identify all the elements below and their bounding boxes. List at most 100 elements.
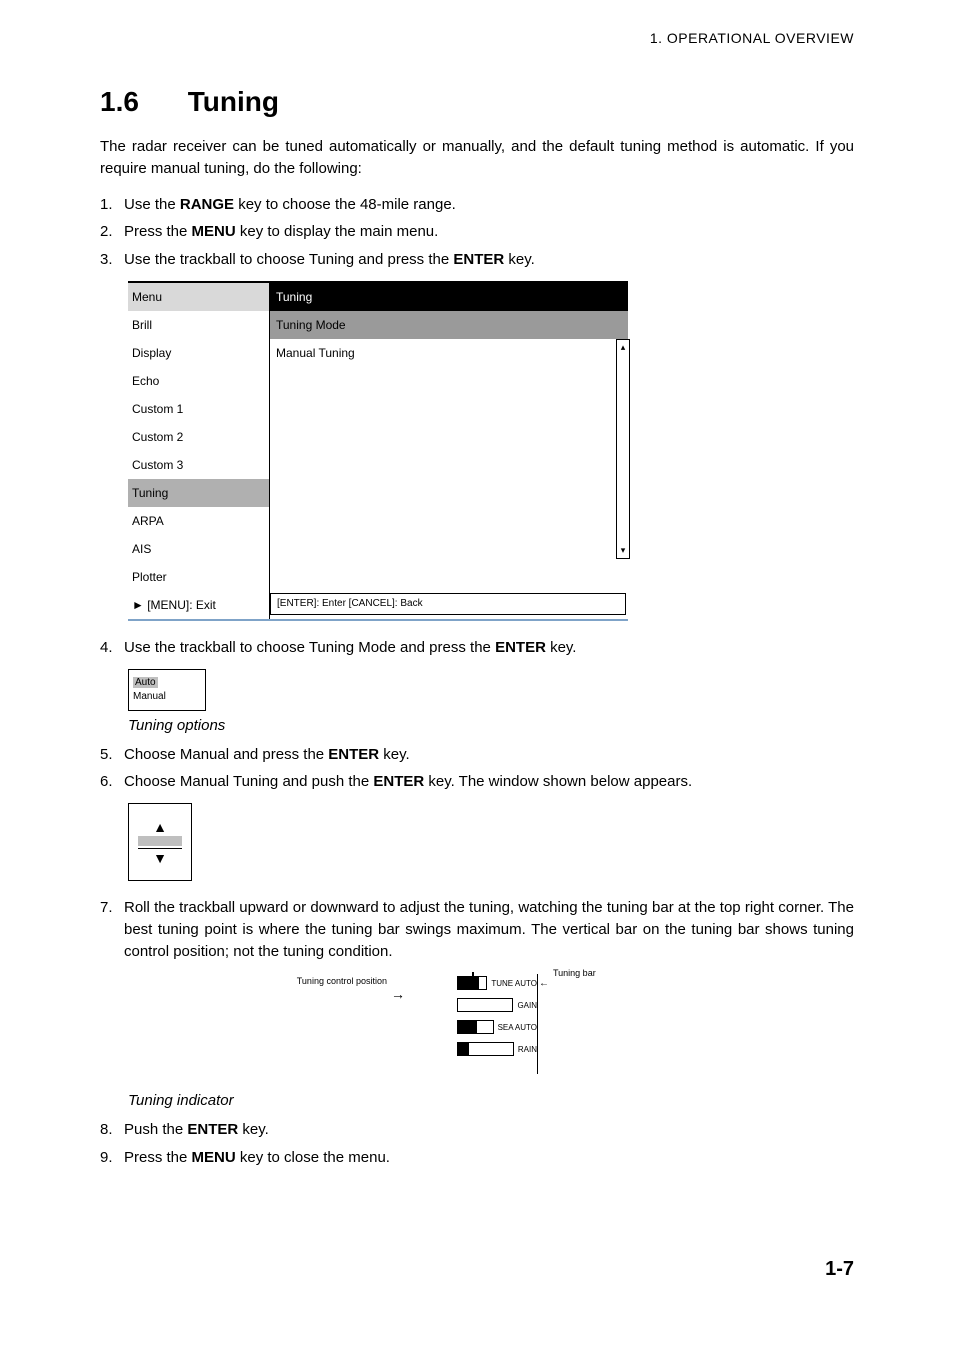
ti-bar-row: RAIN xyxy=(457,1040,537,1058)
menu-exit-label: ► [MENU]: Exit xyxy=(132,598,216,612)
menu-figure: Menu Tuning BrillTuning ModeDisplayManua… xyxy=(128,281,628,621)
ti-bar-label: TUNE AUTO xyxy=(491,979,537,988)
menu-left-cell: Plotter xyxy=(128,563,270,591)
step-text-pre: Use the trackball to choose Tuning Mode … xyxy=(124,639,495,656)
page-number: 1-7 xyxy=(825,1258,854,1281)
step-text-post: key. xyxy=(379,746,410,763)
section-number: 1.6 xyxy=(100,86,180,118)
step-4: 4. Use the trackball to choose Tuning Mo… xyxy=(100,637,854,659)
step-text-post: key. xyxy=(238,1121,269,1138)
step-text: Use the trackball to choose Tuning Mode … xyxy=(124,637,854,659)
page: 1. OPERATIONAL OVERVIEW 1.6 Tuning The r… xyxy=(0,0,954,1351)
tuning-indicator-figure: Tuning control position → TUNE AUTOGAINS… xyxy=(317,974,637,1084)
menu-header-left: Menu xyxy=(128,283,270,311)
menu-row: ARPA xyxy=(128,507,628,535)
running-header: 1. OPERATIONAL OVERVIEW xyxy=(100,30,854,46)
ti-right-label: Tuning bar xyxy=(553,968,653,979)
step-number: 8. xyxy=(100,1119,124,1141)
option-auto: Auto xyxy=(133,677,158,688)
ti-bar-label: SEA AUTO xyxy=(498,1023,537,1032)
ti-bar-label: GAIN xyxy=(517,1001,537,1010)
step-2: 2. Press the MENU key to display the mai… xyxy=(100,221,854,243)
ti-bar-fill xyxy=(458,977,479,989)
step-number: 3. xyxy=(100,249,124,271)
menu-help-left: ► [MENU]: Exit xyxy=(128,591,270,619)
ti-left-label: Tuning control position xyxy=(277,976,387,987)
step-text-post: key to close the menu. xyxy=(236,1149,390,1166)
menu-left-cell: Display xyxy=(128,339,270,367)
menu-header-row: Menu Tuning xyxy=(128,283,628,311)
menu-row: Custom 2 xyxy=(128,423,628,451)
step-text-pre: Push the xyxy=(124,1121,187,1138)
step-text-bold: RANGE xyxy=(180,196,234,213)
step-1: 1. Use the RANGE key to choose the 48-mi… xyxy=(100,194,854,216)
menu-header-right: Tuning xyxy=(270,283,628,311)
menu-body: BrillTuning ModeDisplayManual TuningEcho… xyxy=(128,311,628,591)
ti-bar-row: TUNE AUTO xyxy=(457,974,537,992)
step-text-pre: Choose Manual Tuning and push the xyxy=(124,773,373,790)
menu-left-cell: Custom 2 xyxy=(128,423,270,451)
divider xyxy=(138,848,182,849)
step-number: 1. xyxy=(100,194,124,216)
menu-row: DisplayManual Tuning xyxy=(128,339,628,367)
step-text-bold: MENU xyxy=(192,223,236,240)
step-text-pre: Use the trackball to choose Tuning and p… xyxy=(124,251,453,268)
menu-left-cell: Tuning xyxy=(128,479,270,507)
menu-row: Plotter xyxy=(128,563,628,591)
ti-right-arrow-icon: ← xyxy=(539,978,549,989)
step-text-pre: Choose Manual and press the xyxy=(124,746,328,763)
step-text-post: key. xyxy=(504,251,535,268)
menu-row: Custom 3 xyxy=(128,451,628,479)
menu-right-cell xyxy=(270,563,628,591)
menu-right-cell xyxy=(270,479,628,507)
step-number: 9. xyxy=(100,1147,124,1169)
step-9: 9. Press the MENU key to close the menu. xyxy=(100,1147,854,1169)
caption-tuning-indicator: Tuning indicator xyxy=(128,1092,854,1109)
ti-bar xyxy=(457,976,487,990)
ti-bar-fill xyxy=(458,1021,477,1033)
menu-right-cell: Tuning Mode xyxy=(270,311,628,339)
step-text-post: key to choose the 48-mile range. xyxy=(234,196,456,213)
step-text: Use the trackball to choose Tuning and p… xyxy=(124,249,854,271)
steps-list-2: 4. Use the trackball to choose Tuning Mo… xyxy=(100,637,854,659)
ti-bar xyxy=(457,1042,514,1056)
ti-bar-stack: TUNE AUTO GAIN SEA AUTO RAIN xyxy=(457,974,537,1062)
ti-cursor-tick xyxy=(472,972,474,977)
menu-left-cell: Echo xyxy=(128,367,270,395)
menu-row: AIS xyxy=(128,535,628,563)
step-number: 2. xyxy=(100,221,124,243)
step-text-pre: Press the xyxy=(124,1149,192,1166)
step-text-bold: ENTER xyxy=(373,773,424,790)
step-number: 4. xyxy=(100,637,124,659)
tuning-adjust-box: ▲ ▼ xyxy=(128,803,192,881)
ti-bar-label: RAIN xyxy=(518,1045,537,1054)
option-manual: Manual xyxy=(133,690,201,704)
ti-bar xyxy=(457,1020,494,1034)
step-text-pre: Use the xyxy=(124,196,180,213)
menu-right-cell xyxy=(270,367,628,395)
menu-row: Custom 1 xyxy=(128,395,628,423)
step-number: 5. xyxy=(100,744,124,766)
menu-right-cell xyxy=(270,395,628,423)
steps-list-3: 5. Choose Manual and press the ENTER key… xyxy=(100,744,854,794)
ti-bar-fill xyxy=(458,1043,469,1055)
menu-left-cell: Custom 1 xyxy=(128,395,270,423)
menu-right-cell xyxy=(270,507,628,535)
step-text-post: key. The window shown below appears. xyxy=(424,773,692,790)
step-text: Choose Manual and press the ENTER key. xyxy=(124,744,854,766)
menu-right-cell xyxy=(270,451,628,479)
steps-list-5: 8. Push the ENTER key. 9. Press the MENU… xyxy=(100,1119,854,1169)
step-8: 8. Push the ENTER key. xyxy=(100,1119,854,1141)
tuning-bar xyxy=(138,836,182,846)
menu-right-cell: Manual Tuning xyxy=(270,339,628,367)
ti-left-arrow-icon: → xyxy=(391,986,405,1002)
menu-help-right: [ENTER]: Enter [CANCEL]: Back xyxy=(270,593,626,615)
menu-row: Tuning xyxy=(128,479,628,507)
section-title-text: Tuning xyxy=(188,86,279,117)
step-text-bold: ENTER xyxy=(328,746,379,763)
ti-bar-row: GAIN xyxy=(457,996,537,1014)
menu-left-cell: AIS xyxy=(128,535,270,563)
step-text-post: key. xyxy=(546,639,577,656)
menu-row: BrillTuning Mode xyxy=(128,311,628,339)
step-3: 3. Use the trackball to choose Tuning an… xyxy=(100,249,854,271)
